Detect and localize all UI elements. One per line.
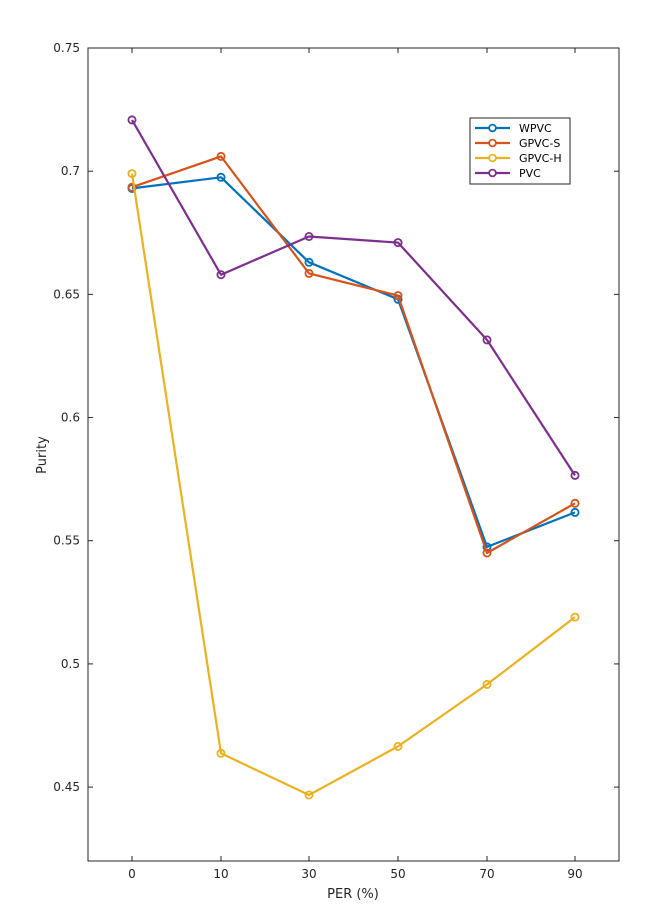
y-tick-label: 0.55 — [53, 534, 80, 548]
y-tick-label: 0.6 — [61, 411, 80, 425]
legend-entry: GPVC-S — [475, 137, 560, 150]
y-axis-label: Purity — [35, 436, 50, 474]
data-point — [216, 748, 226, 758]
series-gpvc-s — [127, 151, 580, 558]
legend: WPVC GPVC-S GPVC-H PVC — [469, 117, 571, 185]
data-point — [482, 335, 492, 345]
y-tick-label: 0.75 — [53, 41, 80, 55]
data-point — [127, 169, 137, 179]
series-line — [130, 173, 576, 797]
legend-label: WPVC — [519, 122, 552, 135]
legend-entry: PVC — [475, 167, 541, 180]
y-tick-label: 0.5 — [61, 657, 80, 671]
series-line — [131, 155, 576, 555]
y-tick-label: 0.45 — [53, 780, 80, 794]
data-point — [570, 470, 580, 480]
legend-swatch-marker — [488, 123, 497, 133]
x-axis-label: PER (%) — [327, 887, 379, 902]
y-tick-label: 0.65 — [53, 287, 80, 301]
legend-swatch-marker — [488, 168, 497, 178]
data-point — [304, 231, 314, 241]
x-tick-label: 10 — [213, 867, 228, 881]
legend-label: PVC — [519, 167, 541, 180]
data-point — [570, 498, 580, 508]
x-tick-label: 90 — [567, 867, 582, 881]
legend-entry: WPVC — [475, 122, 552, 135]
data-point — [482, 679, 492, 689]
legend-swatch-marker — [488, 153, 497, 163]
data-point — [127, 115, 137, 125]
data-point — [216, 270, 226, 280]
series-line — [131, 119, 576, 476]
x-tick-label: 0 — [128, 867, 136, 881]
data-point — [570, 507, 580, 517]
data-point — [393, 238, 403, 248]
data-point — [482, 548, 492, 558]
data-point — [127, 182, 137, 192]
legend-label: GPVC-H — [519, 152, 562, 165]
series-pvc — [127, 115, 580, 480]
data-point — [393, 741, 403, 751]
x-tick-label: 30 — [301, 867, 316, 881]
legend-entry: GPVC-H — [475, 152, 562, 165]
x-tick-label: 50 — [390, 867, 405, 881]
data-point — [216, 151, 226, 161]
legend-label: GPVC-S — [519, 137, 560, 150]
data-point — [304, 257, 314, 267]
x-tick-label: 70 — [479, 867, 494, 881]
data-point — [570, 612, 580, 622]
y-tick-label: 0.7 — [61, 164, 80, 178]
series-gpvc-h — [127, 169, 580, 800]
data-point — [304, 268, 314, 278]
legend-swatch-marker — [488, 138, 497, 148]
series-line — [131, 176, 576, 549]
data-point — [216, 172, 226, 182]
data-point — [304, 790, 314, 800]
data-point — [393, 291, 403, 301]
